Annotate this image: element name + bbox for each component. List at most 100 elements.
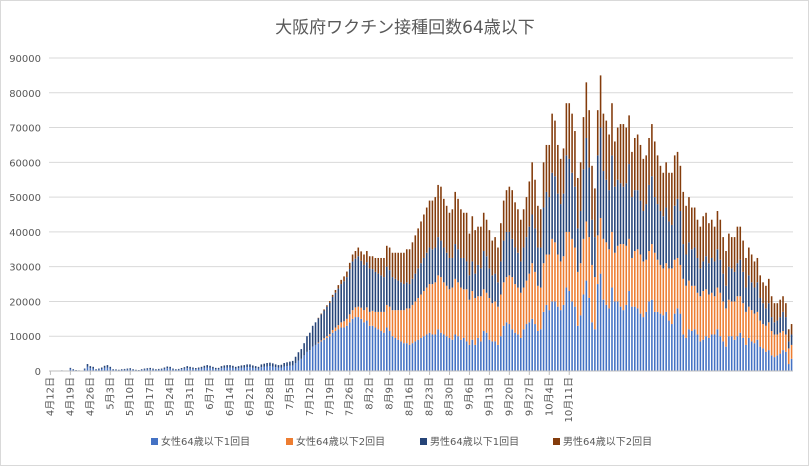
bar-segment [394,252,397,279]
bar-segment [636,190,639,250]
bar-segment [420,337,422,371]
bar-segment [289,365,291,371]
legend-label: 女性64歳以下1回目 [161,435,250,448]
bar-segment [702,339,704,371]
bar-segment [728,233,730,267]
bar-segment [742,303,744,338]
bar-segment [146,369,149,371]
bar-segment [485,219,488,257]
bar-segment [451,339,454,371]
bar-segment [685,285,687,338]
bar-segment [100,368,103,371]
bar-segment [123,368,126,370]
bar-segment [169,368,171,371]
bar-segment [323,338,325,340]
bar-segment [537,205,539,248]
bar-segment [465,261,468,290]
bar-segment [257,368,260,371]
bar-segment [351,310,354,319]
bar-segment [457,198,459,250]
bar-segment [488,297,491,340]
bar-segment [448,212,451,258]
bar-segment [386,327,388,371]
bar-segment [217,367,220,370]
bar-segment [425,334,428,371]
bar-segment [388,270,391,307]
bar-segment [471,339,474,371]
bar-segment [346,271,348,278]
bar-segment [403,252,405,285]
bar-segment [428,200,431,248]
y-tick-label: 40000 [9,228,41,239]
bar-segment [118,369,120,371]
bar-segment [713,296,716,335]
bar-segment [716,287,719,330]
bar-segment [668,221,670,269]
bar-segment [434,247,437,283]
bar-segment [708,294,710,338]
bar-segment [594,237,596,278]
bar-segment [434,282,437,335]
x-tick-label: 7月5日 [284,377,296,410]
bar-segment [269,366,271,371]
legend-swatch [286,438,293,445]
bar-segment [542,263,545,312]
bar-segment [192,368,194,371]
bar-segment [528,226,531,274]
bar-segment [779,299,781,318]
x-tick-label: 8月16日 [404,377,416,416]
legend-swatch [420,438,427,445]
bar-segment [408,308,411,345]
bar-segment [559,261,562,311]
bar-segment [636,249,639,309]
bar-segment [374,327,377,371]
bar-segment [659,165,662,212]
bar-segment [542,162,545,208]
bar-segment [505,322,508,371]
bar-segment [317,318,320,343]
bar-segment [776,303,779,321]
bar-segment [568,103,571,159]
bar-segment [497,344,499,371]
bar-segment [454,334,456,371]
bar-segment [710,257,713,293]
bar-segment [100,367,103,369]
bar-segment [457,336,459,371]
bar-segment [537,247,539,286]
bar-segment [548,310,551,371]
bar-segment [206,367,208,371]
bar-segment [331,332,334,371]
bar-segment [790,334,793,345]
bar-segment [363,310,365,323]
bar-segment [234,368,237,371]
bar-segment [776,334,779,356]
bar-segment [494,237,496,274]
bar-segment [773,334,776,358]
bar-segment [787,348,790,365]
legend: 女性64歳以下1回目 女性64歳以下2回目 男性64歳以下1回目 男性64歳以下2回目 [151,435,652,448]
bar-segment [397,252,399,281]
bar-segment [773,303,776,323]
bar-segment [294,356,297,363]
bar-segment [337,285,340,289]
bar-segment [628,115,630,165]
bar-segment [126,368,129,370]
bar-segment [414,273,417,302]
bar-segment [400,282,402,311]
bar-segment [334,292,337,328]
bar-segment [502,240,505,283]
bar-segment [274,364,277,368]
bar-segment [750,341,753,371]
bar-segment [254,366,257,369]
bar-segment [371,325,374,371]
y-tick-label: 0 [35,367,41,378]
bar-segment [480,296,482,342]
bar-segment [582,169,585,239]
bar-segment [514,332,516,371]
bar-segment [366,262,368,308]
bar-segment [619,183,622,245]
bar-segment [474,344,476,371]
bar-segment [579,162,582,212]
bar-segment [329,301,331,303]
bar-segment [693,247,696,286]
